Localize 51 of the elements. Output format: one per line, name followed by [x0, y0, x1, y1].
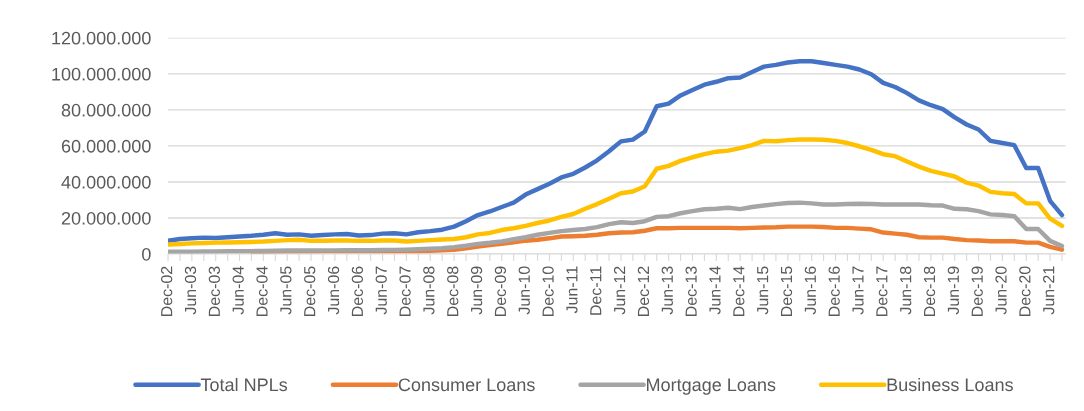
x-tick-label: Jun-19: [947, 266, 960, 315]
x-tick-label: Jun-03: [184, 266, 197, 315]
x-tick-label: Dec-09: [494, 266, 507, 316]
x-tick-label: Jun-18: [900, 266, 912, 315]
x-tick-label: Dec-05: [304, 266, 316, 316]
x-tick-label: Jun-05: [280, 266, 292, 315]
x-tick-label: Dec-17: [876, 266, 888, 316]
line-series: [168, 137, 1065, 247]
x-tick-label: Dec-11: [590, 266, 602, 315]
x-tick-label: Jun-08: [423, 266, 435, 315]
x-tick-label: Dec-10: [542, 266, 554, 316]
x-tick-label: Jun-06: [327, 266, 340, 315]
x-tick-label: Dec-07: [399, 266, 411, 316]
y-tick-label: 0: [142, 247, 151, 261]
x-tick-label: Dec-15: [780, 266, 793, 316]
x-tick-label: Dec-03: [208, 266, 220, 316]
x-tick-label: Jun-16: [804, 266, 816, 315]
y-tick-label: 100.000.000: [52, 67, 151, 81]
x-tick-label: Jun-21: [1043, 266, 1055, 315]
y-tick-label: 40.000.000: [61, 175, 151, 189]
x-tick-label: Jun-17: [852, 266, 864, 315]
x-tick-label: Dec-12: [637, 266, 650, 316]
x-tick-label: Jun-04: [232, 266, 244, 315]
x-tick-label: Jun-13: [661, 266, 673, 315]
x-tick-label: Jun-09: [470, 266, 483, 315]
x-tick-label: Jun-12: [613, 266, 626, 315]
x-tick-label: Dec-04: [256, 266, 268, 316]
x-tick-label: Dec-16: [828, 266, 840, 316]
x-tick-label: Jun-11: [566, 266, 578, 314]
legend-label: Consumer Loans: [398, 378, 535, 392]
x-tick-label: Dec-13: [685, 266, 697, 316]
x-tick-label: Dec-06: [351, 266, 364, 316]
x-tick-label: Jun-07: [375, 266, 387, 315]
x-tick-label: Jun-20: [995, 266, 1007, 315]
x-tick-label: Jun-15: [757, 266, 769, 315]
x-tick-label: Dec-18: [923, 266, 936, 316]
line-series: [168, 59, 1065, 244]
x-tick-label: Jun-14: [709, 266, 721, 315]
x-tick-label: Dec-20: [1019, 266, 1031, 316]
x-tick-label: Dec-02: [161, 266, 173, 316]
x-tick-label: Dec-14: [733, 266, 745, 316]
legend-label: Total NPLs: [200, 377, 288, 392]
legend-label: Mortgage Loans: [646, 378, 776, 395]
y-tick-label: 60.000.000: [61, 139, 151, 153]
x-tick-label: Dec-19: [971, 266, 983, 316]
y-tick-label: 120.000.000: [52, 31, 151, 45]
legend-label: Business Loans: [887, 377, 1013, 392]
x-tick-label: Dec-08: [447, 266, 459, 316]
y-tick-label: 20.000.000: [61, 211, 151, 225]
y-tick-label: 80.000.000: [61, 103, 151, 117]
x-tick-label: Jun-10: [518, 266, 530, 315]
